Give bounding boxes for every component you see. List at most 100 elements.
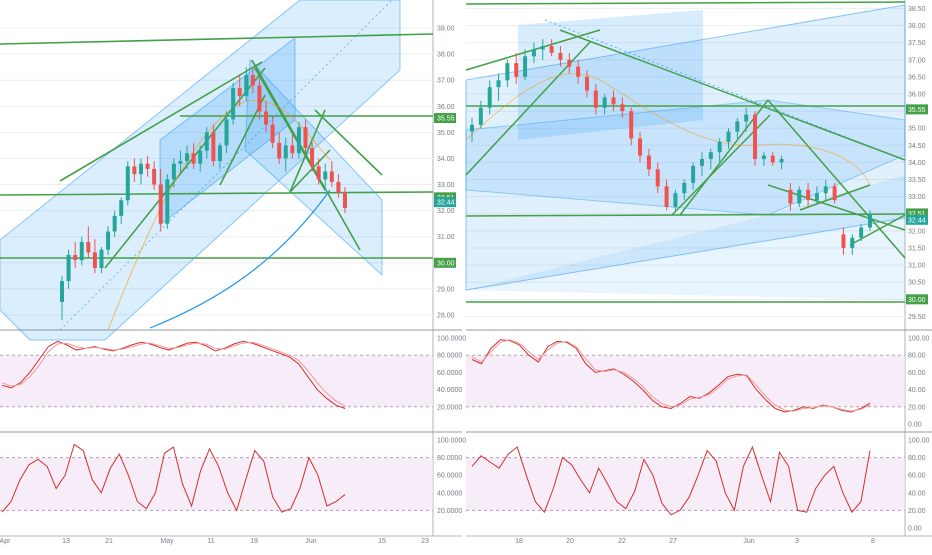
- left-candle: [152, 168, 157, 185]
- left-trend-line: [0, 33, 434, 45]
- right-wide-channel: [465, 4, 906, 291]
- left-price-tick: 35.00: [437, 130, 455, 137]
- right-price-tick: 36.50: [908, 74, 926, 81]
- right-time-tick: 3: [795, 538, 799, 545]
- right-price-tick: 36.00: [908, 91, 926, 98]
- right-candle: [646, 155, 651, 170]
- left-candle: [303, 127, 308, 149]
- right-osc-line: [471, 445, 871, 516]
- left-trend-line: [289, 149, 331, 193]
- right-time-tick: 20: [566, 538, 574, 545]
- left-price-tick: 34.00: [437, 156, 455, 163]
- right-candle: [832, 186, 837, 201]
- left-candle: [112, 215, 117, 232]
- left-candle: [125, 166, 130, 201]
- right-candle: [868, 213, 872, 228]
- left-candle: [296, 127, 301, 154]
- left-candle: [290, 145, 295, 154]
- left-osc-tick: 40.0000: [437, 387, 462, 394]
- left-candle: [310, 148, 315, 167]
- left-osc-tick: 80.0000: [437, 353, 462, 360]
- left-price-tag-label: 30.00: [437, 260, 455, 267]
- right-candle: [859, 227, 864, 238]
- left-candle: [277, 142, 282, 159]
- left-osc-tick: 40.0000: [437, 490, 462, 497]
- right-price-tag: [906, 294, 928, 305]
- right-candle: [682, 182, 687, 194]
- left-time-tick: Jun: [305, 538, 316, 545]
- right-candle: [567, 59, 572, 67]
- right-price-tag: [906, 208, 928, 219]
- left-candle: [132, 166, 137, 175]
- right-trend-line: [849, 214, 906, 246]
- left-trend-line: [104, 67, 266, 269]
- right-price-tick: 38.50: [908, 6, 926, 13]
- right-candle: [549, 46, 554, 53]
- left-candle: [198, 150, 203, 164]
- right-candle: [505, 63, 510, 81]
- left-price-tag: [434, 257, 456, 268]
- right-osc-band: [466, 355, 905, 407]
- left-time-tick: 15: [378, 538, 386, 545]
- right-candle: [540, 46, 545, 50]
- right-candle: [850, 237, 855, 248]
- right-candle: [806, 189, 811, 201]
- right-candle: [673, 193, 678, 207]
- right-candle: [611, 97, 616, 105]
- right-candle: [779, 159, 784, 163]
- right-price-tick: 35.00: [908, 126, 926, 133]
- right-candle: [602, 97, 607, 108]
- left-candle: [250, 75, 255, 86]
- right-candle: [744, 114, 749, 122]
- right-time-tick: 27: [669, 538, 677, 545]
- right-price-tick: 38.00: [908, 23, 926, 30]
- right-price-tick: 31.00: [908, 263, 926, 270]
- left-price-tick: 31.00: [437, 234, 455, 241]
- left-price-tick: 37.00: [437, 78, 455, 85]
- right-candle: [788, 189, 793, 204]
- left-candle: [257, 85, 262, 112]
- left-candle: [119, 200, 124, 216]
- left-candle: [211, 132, 216, 162]
- left-trend-line: [254, 67, 326, 191]
- right-price-tick: 30.50: [908, 280, 926, 287]
- right-candle: [735, 121, 740, 132]
- right-candle: [487, 87, 492, 108]
- right-candle: [629, 111, 634, 139]
- right-candle: [514, 63, 519, 77]
- right-candle: [655, 169, 660, 187]
- right-candle: [470, 124, 474, 132]
- left-time-tick: 13: [62, 538, 70, 545]
- left-trend-line: [314, 109, 383, 176]
- right-trend-line: [767, 99, 906, 259]
- right-trend-line: [465, 213, 906, 217]
- right-osc-tick: 0.00: [908, 526, 922, 533]
- left-price-tick: 33.00: [437, 182, 455, 189]
- left-trend-line: [59, 61, 263, 182]
- right-candle: [593, 90, 598, 108]
- left-price-tag: [434, 197, 456, 208]
- right-price-tick: 34.50: [908, 143, 926, 150]
- right-osc-tick: 80.00: [908, 353, 926, 360]
- left-candle: [283, 145, 288, 159]
- left-osc-tick: 80.0000: [437, 455, 462, 462]
- right-price-tag-label: 32.44: [908, 217, 926, 224]
- right-osc-tick: 100.00: [908, 438, 930, 445]
- right-candle: [691, 165, 696, 183]
- right-price-tick: 33.00: [908, 194, 926, 201]
- left-osc-tick: 60.0000: [437, 473, 462, 480]
- left-candle: [99, 249, 104, 269]
- right-falling-wedge: [466, 175, 905, 300]
- right-osc-tick: 40.00: [908, 387, 926, 394]
- left-ma-long: [149, 189, 331, 329]
- left-trend-line: [289, 109, 326, 193]
- left-candle: [237, 88, 242, 96]
- left-candle: [138, 163, 143, 175]
- right-price-tag-label: 30.00: [908, 297, 926, 304]
- left-candle: [336, 181, 341, 193]
- left-candle: [217, 145, 222, 162]
- right-candle: [664, 186, 669, 207]
- right-osc-line: [471, 339, 871, 412]
- right-osc-line: [471, 339, 871, 413]
- right-osc-tick: 80.00: [908, 455, 926, 462]
